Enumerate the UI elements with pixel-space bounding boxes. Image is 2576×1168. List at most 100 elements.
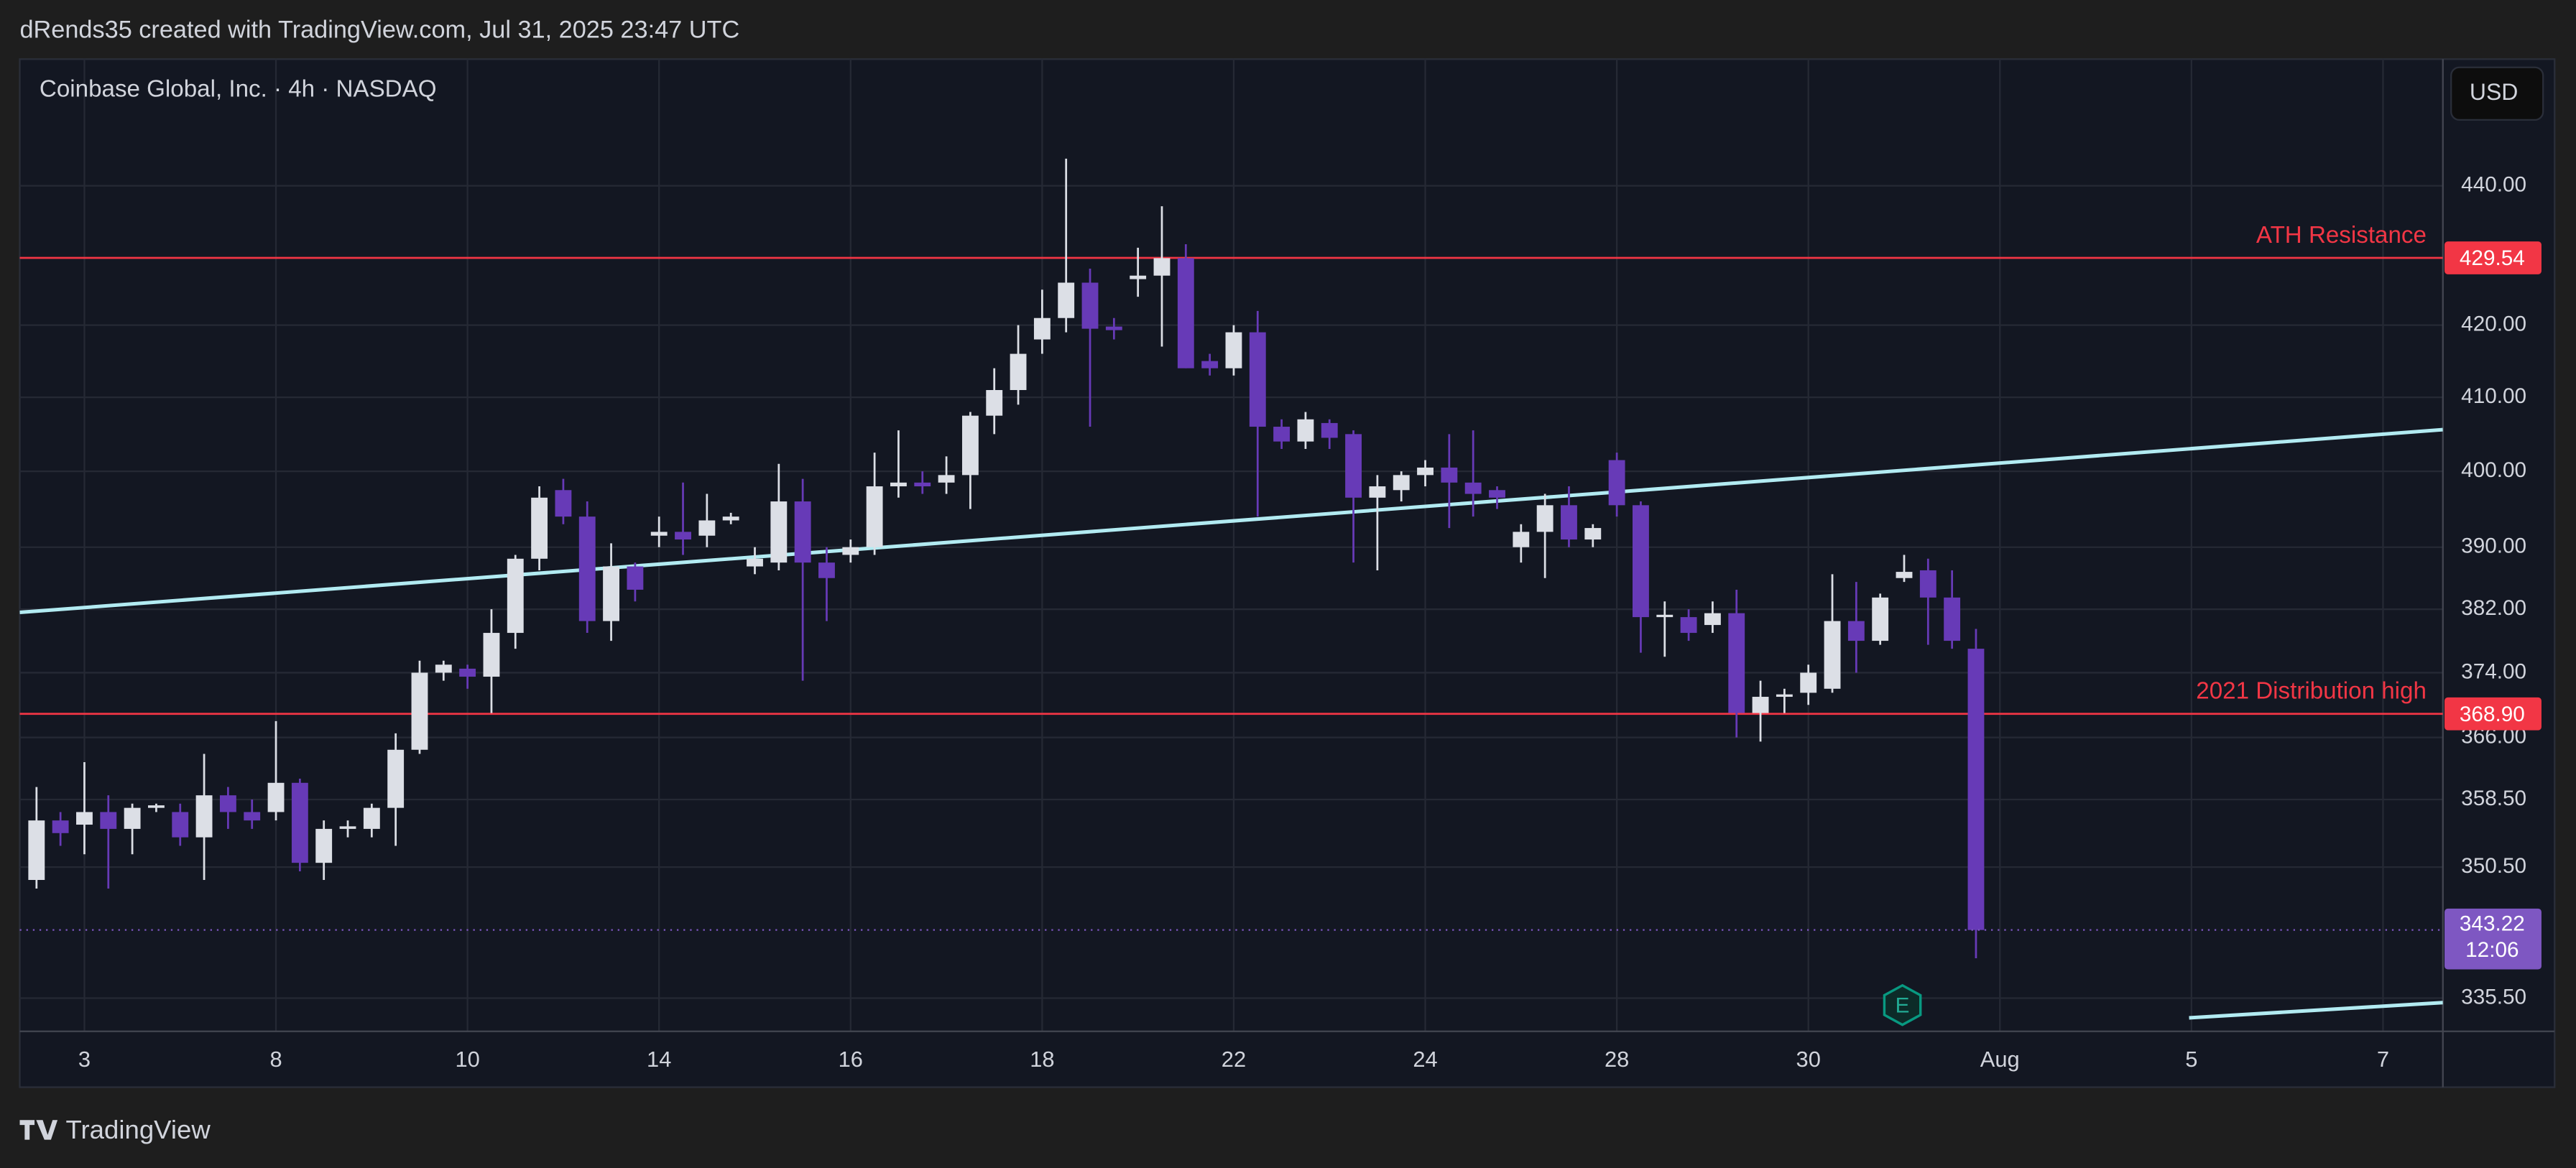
x-tick-label: 8 [269,1047,282,1072]
candle-body [363,807,380,829]
candle-body [244,812,261,821]
level-badge [2445,697,2542,731]
candle-body [1105,326,1122,330]
candle-body [842,547,859,555]
y-tick-label: 440.00 [2461,172,2526,196]
x-tick-label: 16 [839,1047,863,1072]
currency-label[interactable]: USD [2470,79,2519,105]
x-tick-label: 18 [1030,1047,1054,1072]
candle-body [76,812,93,825]
candle-body [1321,422,1338,438]
trend-line [2189,1001,2443,1020]
candle-body [1608,460,1625,506]
level-badge [2445,241,2542,274]
earnings-label: E [1896,993,1910,1017]
candle-body [507,558,524,634]
candle-body [603,566,619,621]
candle-body [52,820,69,833]
candle-body [578,516,596,621]
candle-body [387,749,405,808]
candle-body [1752,697,1769,713]
candle-body [1776,694,1793,697]
currency-button[interactable] [2450,66,2544,121]
candle-body [1633,505,1649,618]
candle-body [1847,621,1865,641]
candle-body [1081,282,1099,329]
earnings-icon [1883,983,1922,1026]
y-tick-label: 420.00 [2461,312,2526,335]
candle-body [315,828,333,863]
x-tick-label: 24 [1413,1047,1437,1072]
candle-body [1417,467,1434,476]
candle-body [1513,532,1530,547]
y-tick-label: 410.00 [2461,384,2526,408]
candle-body [555,490,572,517]
candle-body [148,805,165,808]
candle-body [1369,486,1386,498]
footer: TradingView [66,1115,211,1144]
level-name: 2021 Distribution high [2196,678,2427,705]
candle-body [818,562,835,578]
candle-body [435,664,452,673]
x-tick-label: 22 [1222,1047,1246,1072]
level-name: ATH Resistance [2256,222,2427,249]
candle-body [1561,505,1577,540]
candle-body [1680,617,1697,634]
candle-body [1249,332,1266,427]
x-tick-label: 28 [1605,1047,1629,1072]
header: dRends35 created with TradingView.com, J… [19,17,739,44]
level-label: 429.54 [2460,246,2525,270]
y-tick-label: 358.50 [2461,787,2526,810]
candle-body [483,633,500,677]
candle-body [1944,597,1961,641]
candle-body [1656,614,1674,618]
candle-body [1225,332,1242,369]
candle-body [1130,275,1147,279]
last-price-badge [2445,908,2542,970]
candle-body [1441,467,1458,483]
candle-body [219,795,236,812]
panel [19,58,2556,1088]
candle-body [411,672,428,750]
candle-body [722,516,739,521]
candle-body [1824,621,1841,689]
last-price-label: 343.22 [2460,912,2525,936]
x-tick-label: 10 [455,1047,479,1072]
legend: Coinbase Global, Inc. · 4h · NASDAQ [40,75,437,102]
candle-body [1345,434,1362,498]
candle-body [1704,613,1721,626]
candle-body [1297,419,1314,442]
candle-body [1584,528,1602,540]
candle-body [1273,427,1291,442]
x-tick-label: 14 [647,1047,671,1072]
x-tick-label: Aug [1980,1047,2020,1072]
candle-body [1728,613,1745,713]
candle-body [698,520,716,536]
candle-body [1919,570,1936,598]
candle-body [986,389,1003,416]
candle-body [1464,482,1482,494]
candle-body [938,475,955,483]
candle-body [339,826,356,829]
candle-body [172,812,189,838]
x-tick-label: 5 [2185,1047,2197,1072]
candle-body [195,795,213,838]
x-tick-label: 7 [2377,1047,2389,1072]
y-tick-label: 335.50 [2461,985,2526,1009]
candle-body [531,497,548,559]
candle-body [1896,572,1913,578]
candle-body [1536,505,1554,532]
candle-body [1153,258,1171,276]
candle-body [747,558,763,567]
y-tick-label: 400.00 [2461,458,2526,482]
candle-body [650,532,668,536]
candle-body [1033,318,1051,340]
y-tick-label: 382.00 [2461,596,2526,620]
logo [19,1120,58,1140]
candle-body [890,482,907,487]
y-tick-label: 374.00 [2461,659,2526,683]
candle-body [1058,282,1075,318]
candle-body [770,501,788,563]
